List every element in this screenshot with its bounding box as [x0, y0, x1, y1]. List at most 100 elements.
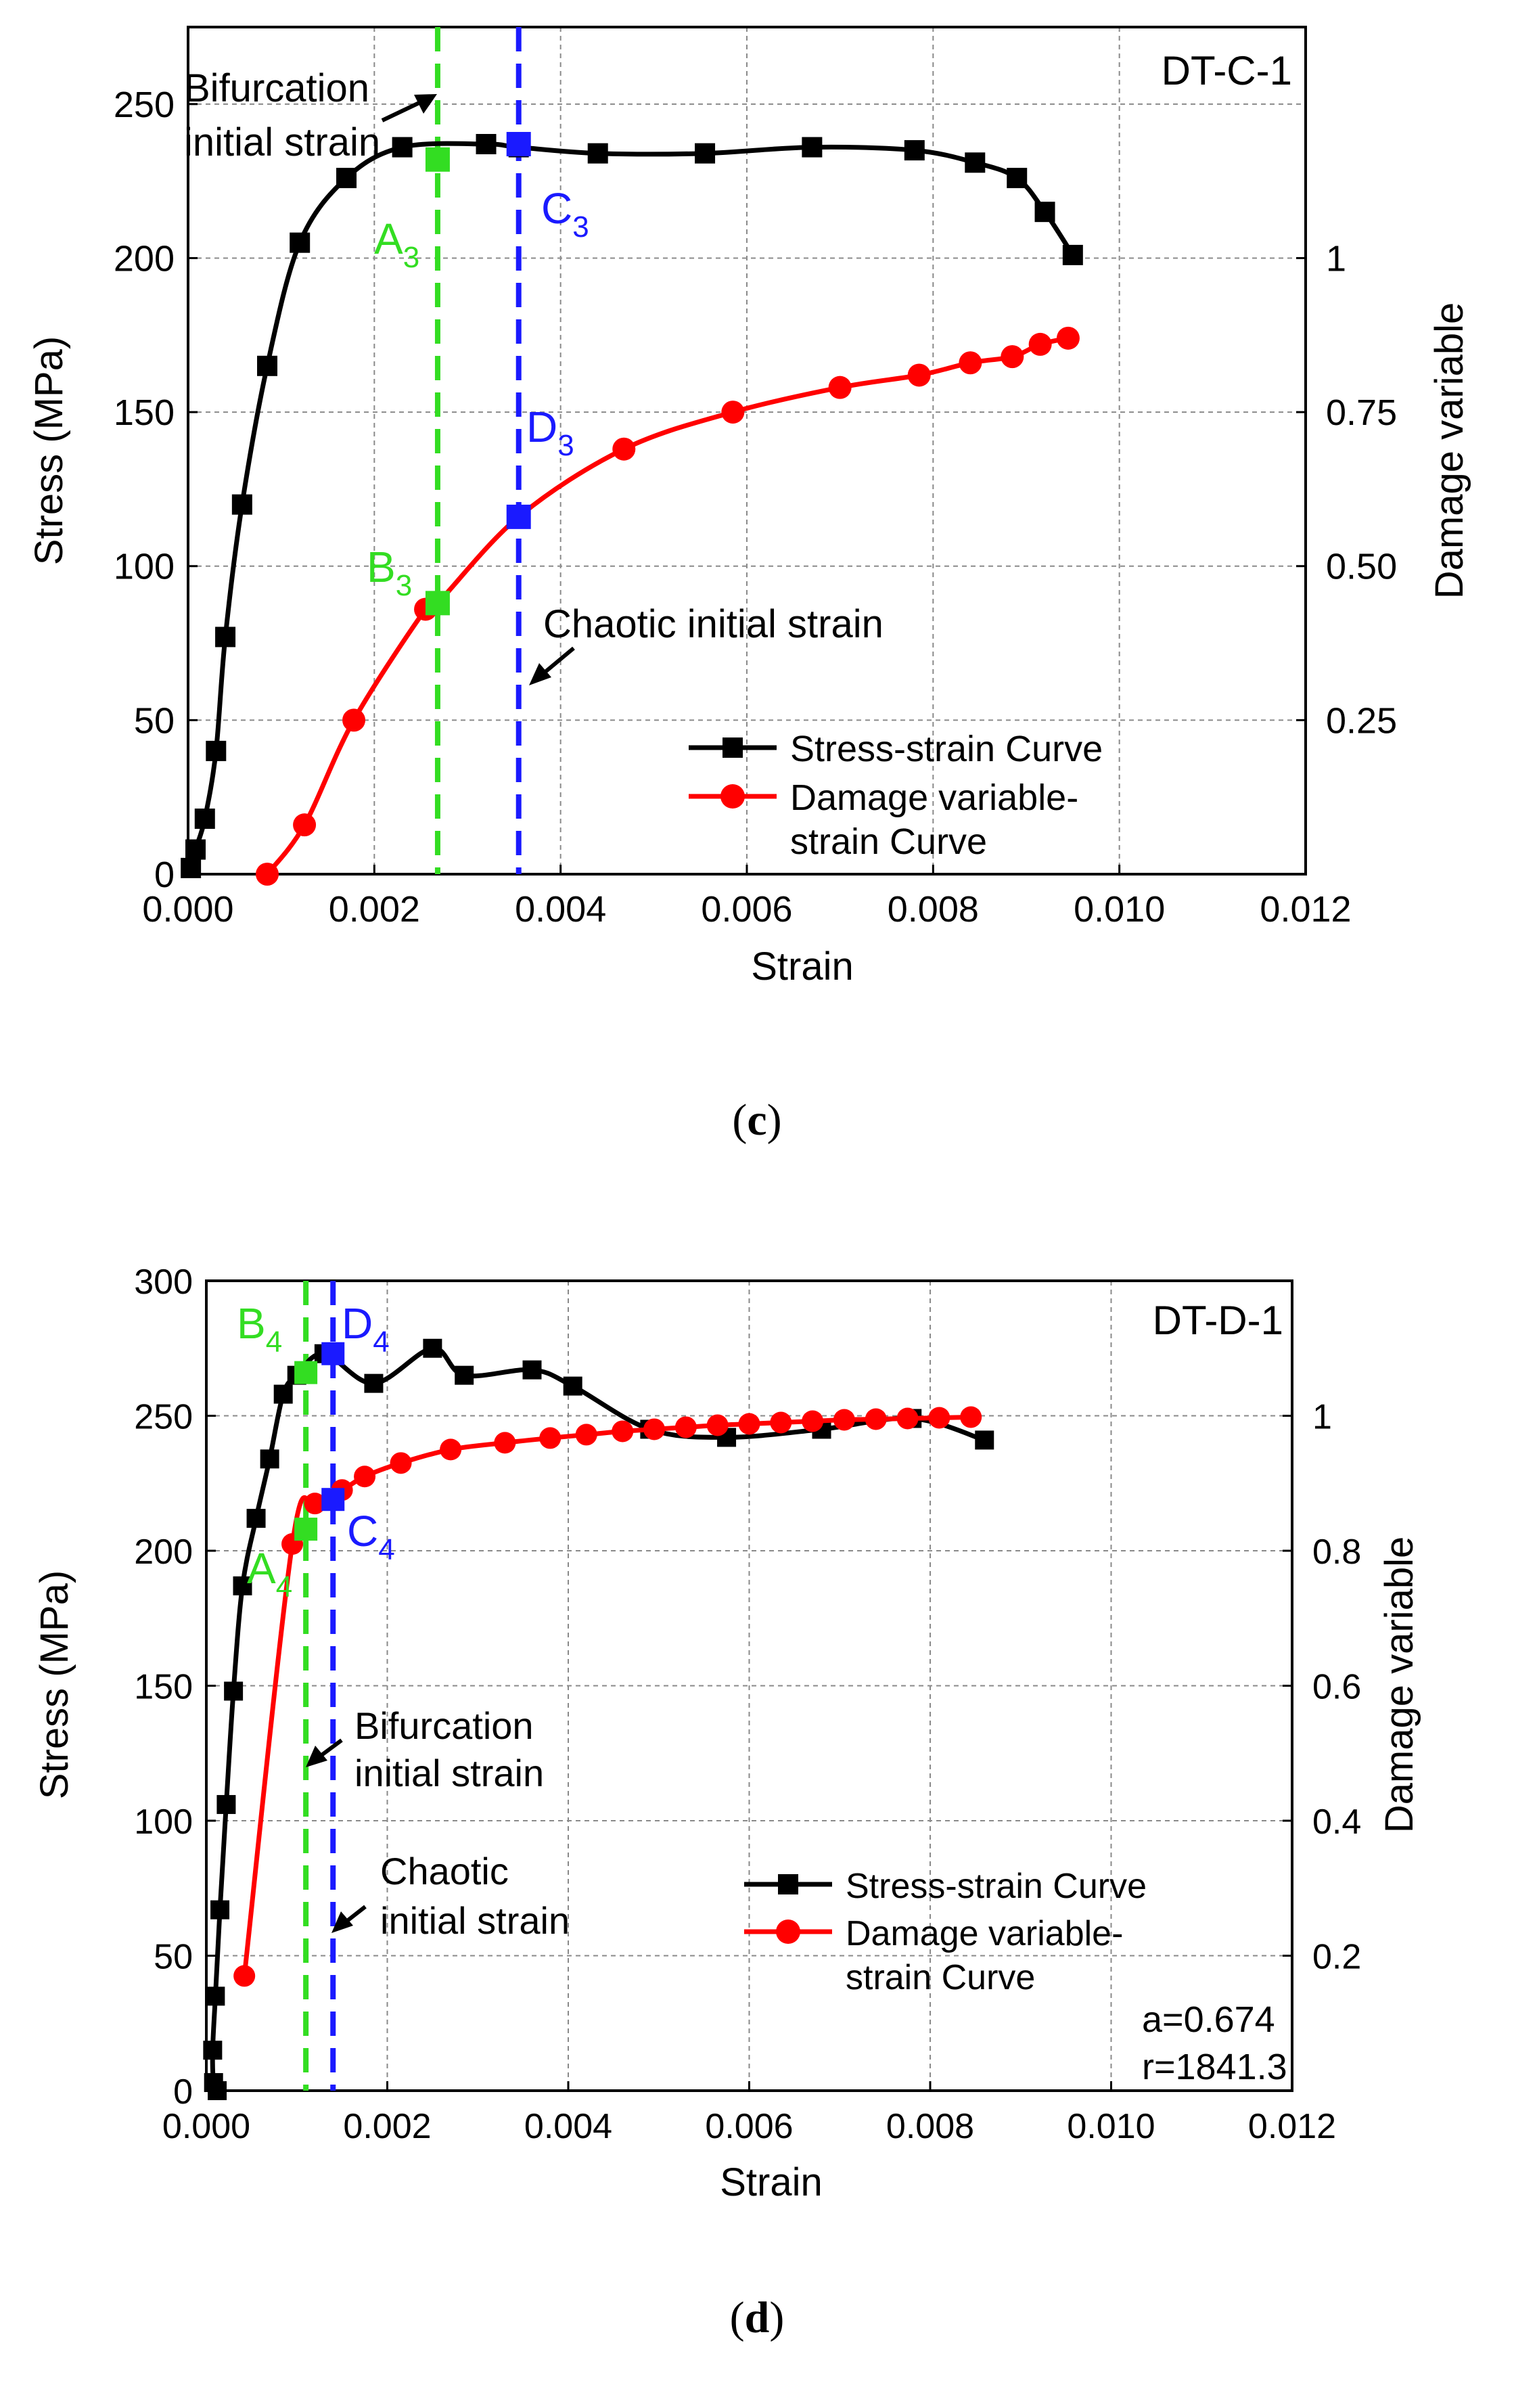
- panel-c-y-axis: 0 50 100 150 200 250: [114, 85, 198, 895]
- x-tick-label: 0.008: [886, 2107, 974, 2146]
- panel-c-reference-lines: [434, 27, 522, 874]
- point-b: [294, 1361, 318, 1384]
- point-c: [321, 1488, 345, 1512]
- damage-data-point: [907, 363, 931, 387]
- panel-d-bifurcation-label-1: Bifurcation: [354, 1704, 534, 1747]
- x-tick-label: 0.006: [705, 2107, 793, 2146]
- legend-stress-label: Stress-strain Curve: [846, 1867, 1147, 1906]
- panel-d-y-axis-title: Stress (MPa): [32, 1570, 76, 1799]
- point-c: [506, 132, 531, 157]
- damage-data-point: [770, 1411, 792, 1434]
- point-a: [294, 1518, 318, 1541]
- panel-d-y2-axis-title: Damage variable: [1377, 1537, 1421, 1833]
- y2-tick-label: 0.2: [1312, 1938, 1361, 1977]
- stress-data-point: [587, 143, 608, 164]
- x-tick-label: 0.012: [1248, 2107, 1336, 2146]
- y-tick-label: 100: [114, 547, 175, 587]
- point-d: [506, 504, 531, 529]
- y2-tick-label: 1: [1312, 1398, 1332, 1437]
- y-tick-label: 200: [114, 238, 175, 279]
- x-tick-label: 0.002: [343, 2107, 431, 2146]
- panel-c-y2-axis-title: Damage variable: [1427, 302, 1471, 599]
- damage-data-point: [738, 1413, 760, 1435]
- panel-c: 0.000 0.002 0.004 0.006 0.008 0.010 0.012 0 50 1…: [27, 26, 1471, 1145]
- legend-circle-marker: [776, 1919, 800, 1944]
- stress-data-point: [965, 152, 986, 173]
- stress-data-point: [181, 857, 202, 878]
- damage-data-point: [1001, 345, 1024, 369]
- panel-c-x-axis-title: Strain: [751, 945, 854, 989]
- damage-data-point: [293, 813, 317, 837]
- panel-c-label-d: D3: [526, 403, 574, 462]
- panel-d-caption: (d): [730, 2293, 785, 2342]
- panel-c-y-axis-title: Stress (MPa): [27, 336, 71, 565]
- stress-data-point: [392, 137, 413, 158]
- damage-data-point: [304, 1493, 326, 1515]
- stress-data-point: [975, 1430, 994, 1450]
- y-tick-label: 50: [134, 700, 175, 741]
- stress-data-point: [260, 1449, 279, 1469]
- damage-data-point: [828, 376, 852, 399]
- panel-c-label-a: A3: [374, 214, 419, 274]
- y-tick-label: 300: [134, 1263, 193, 1302]
- stress-data-point: [273, 1384, 293, 1404]
- damage-data-point: [612, 437, 636, 461]
- legend-stress-label: Stress-strain Curve: [790, 729, 1103, 769]
- panel-c-x-axis: 0.000 0.002 0.004 0.006 0.008 0.010 0.012: [142, 865, 1352, 930]
- damage-data-point: [721, 401, 745, 424]
- x-tick-label: 0.002: [329, 889, 420, 930]
- damage-data-point: [1028, 332, 1052, 356]
- damage-data-point: [1056, 326, 1080, 350]
- panel-d-fit-param-a: a=0.674: [1142, 1999, 1275, 2040]
- damage-data-point: [612, 1420, 634, 1442]
- damage-data-point: [440, 1438, 462, 1461]
- x-tick-label: 0.000: [162, 2107, 250, 2146]
- panel-c-bifurcation-label-1: Bifurcation: [184, 66, 369, 110]
- damage-data-point: [539, 1427, 561, 1449]
- damage-data-point: [233, 1965, 256, 1987]
- legend-square-marker: [722, 737, 743, 758]
- legend-circle-marker: [720, 784, 745, 809]
- panel-c-title: DT-C-1: [1162, 48, 1292, 93]
- y-tick-label: 0: [154, 855, 175, 895]
- damage-data-point: [960, 1406, 982, 1428]
- stress-data-point: [695, 143, 716, 164]
- panel-d-chaotic-label-2: initial strain: [380, 1899, 570, 1942]
- panel-c-bifurcation-label-2: initial strain: [184, 120, 380, 164]
- panel-d-label-a: A4: [247, 1544, 292, 1604]
- stress-data-point: [206, 740, 227, 761]
- panel-c-caption: (c): [732, 1095, 781, 1145]
- stress-data-point: [231, 494, 252, 515]
- panel-c-legend: Stress-strain Curve Damage variable- str…: [689, 729, 1103, 862]
- stress-data-point: [904, 140, 925, 161]
- damage-data-point: [802, 1410, 824, 1432]
- panel-d-chaotic-arrow: [331, 1905, 367, 1933]
- stress-data-point: [203, 2041, 223, 2060]
- x-tick-label: 0.006: [701, 889, 792, 930]
- panel-d-label-b: B4: [237, 1299, 282, 1359]
- panel-d-title: DT-D-1: [1153, 1298, 1283, 1343]
- panel-d-series: [203, 1338, 994, 2100]
- panel-c-chaotic-label: Chaotic initial strain: [543, 602, 884, 646]
- panel-d-legend: Stress-strain Curve Damage variable- str…: [744, 1867, 1147, 1997]
- stress-data-point: [194, 809, 215, 830]
- stress-data-point: [1062, 244, 1083, 265]
- x-tick-label: 0.010: [1067, 2107, 1155, 2146]
- point-a: [425, 147, 450, 172]
- stress-data-point: [423, 1338, 442, 1358]
- panel-c-chaotic-arrow: [529, 646, 575, 685]
- panel-d-x-axis: 0.000 0.002 0.004 0.006 0.008 0.010 0.012: [162, 2081, 1336, 2146]
- stress-data-point: [246, 1509, 266, 1528]
- damage-data-point: [896, 1407, 919, 1430]
- damage-data-point: [865, 1408, 887, 1430]
- stress-data-point: [257, 355, 278, 376]
- y-tick-label: 250: [134, 1398, 193, 1437]
- x-tick-label: 0.008: [888, 889, 979, 930]
- stress-data-point: [1034, 202, 1055, 223]
- x-tick-label: 0.004: [515, 889, 606, 930]
- panel-d-label-d: D4: [342, 1299, 390, 1359]
- damage-data-point: [354, 1466, 376, 1488]
- damage-data-point: [643, 1418, 666, 1440]
- stress-data-point: [290, 232, 311, 253]
